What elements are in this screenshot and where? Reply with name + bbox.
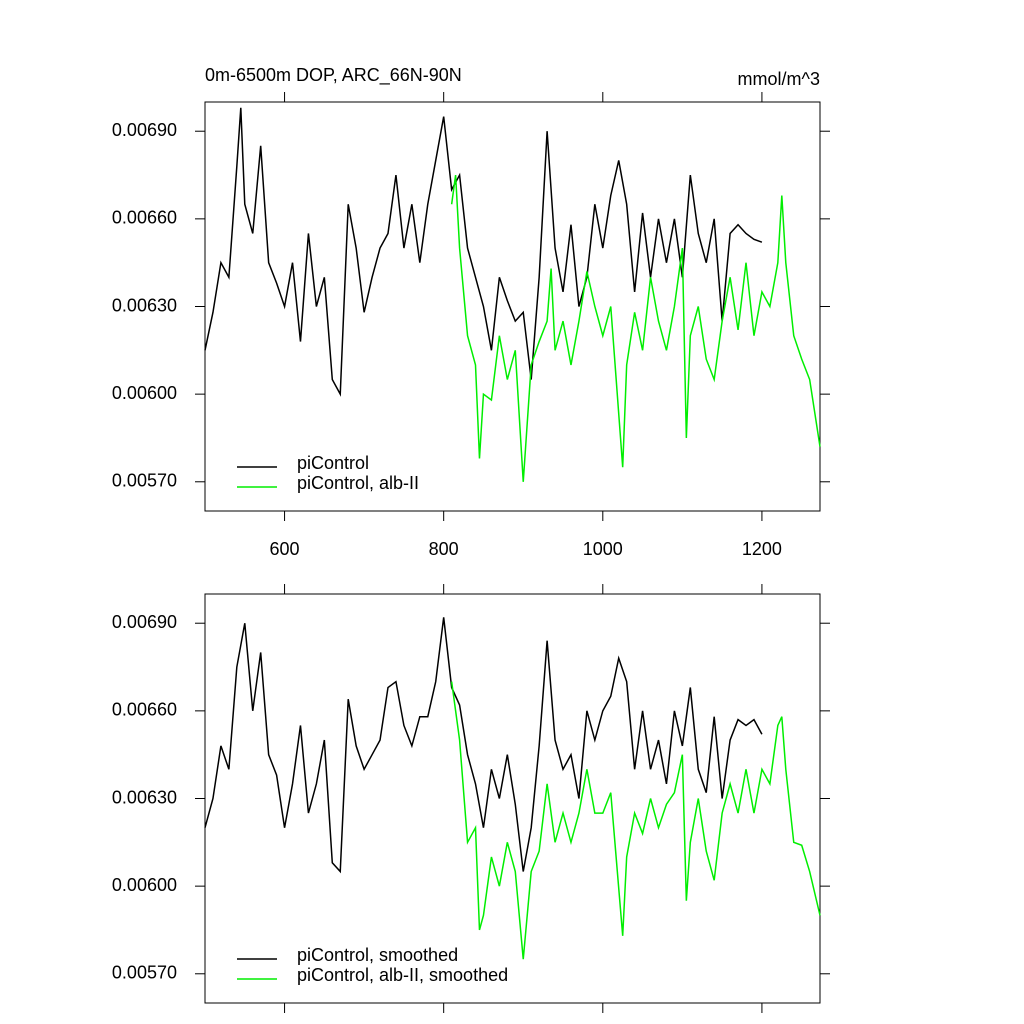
y-tick-label: 0.00660 bbox=[112, 208, 177, 228]
y-tick-label: 0.00600 bbox=[112, 875, 177, 895]
data-line bbox=[450, 174, 821, 482]
data-line bbox=[204, 617, 763, 874]
y-tick-label: 0.00570 bbox=[112, 471, 177, 491]
plot-frame bbox=[204, 593, 821, 1004]
y-tick-label: 0.00630 bbox=[112, 295, 177, 315]
legend-label: piControl, alb-II bbox=[297, 473, 419, 493]
legend-label: piControl bbox=[297, 453, 369, 473]
data-line bbox=[450, 681, 821, 960]
x-tick-label: 1000 bbox=[583, 539, 623, 559]
x-tick-label: 800 bbox=[429, 539, 459, 559]
legend-label: piControl, smoothed bbox=[297, 945, 458, 965]
y-tick-label: 0.00630 bbox=[112, 787, 177, 807]
y-tick-label: 0.00660 bbox=[112, 700, 177, 720]
y-tick-label: 0.00570 bbox=[112, 963, 177, 983]
units-label: mmol/m^3 bbox=[738, 69, 820, 89]
chart-title: 0m-6500m DOP, ARC_66N-90N bbox=[205, 65, 462, 86]
x-tick-label: 600 bbox=[270, 539, 300, 559]
data-line bbox=[204, 107, 763, 397]
legend-label: piControl, alb-II, smoothed bbox=[297, 965, 508, 985]
x-tick-label: 1200 bbox=[742, 539, 782, 559]
y-tick-label: 0.00690 bbox=[112, 612, 177, 632]
y-tick-label: 0.00690 bbox=[112, 120, 177, 140]
y-tick-label: 0.00600 bbox=[112, 383, 177, 403]
